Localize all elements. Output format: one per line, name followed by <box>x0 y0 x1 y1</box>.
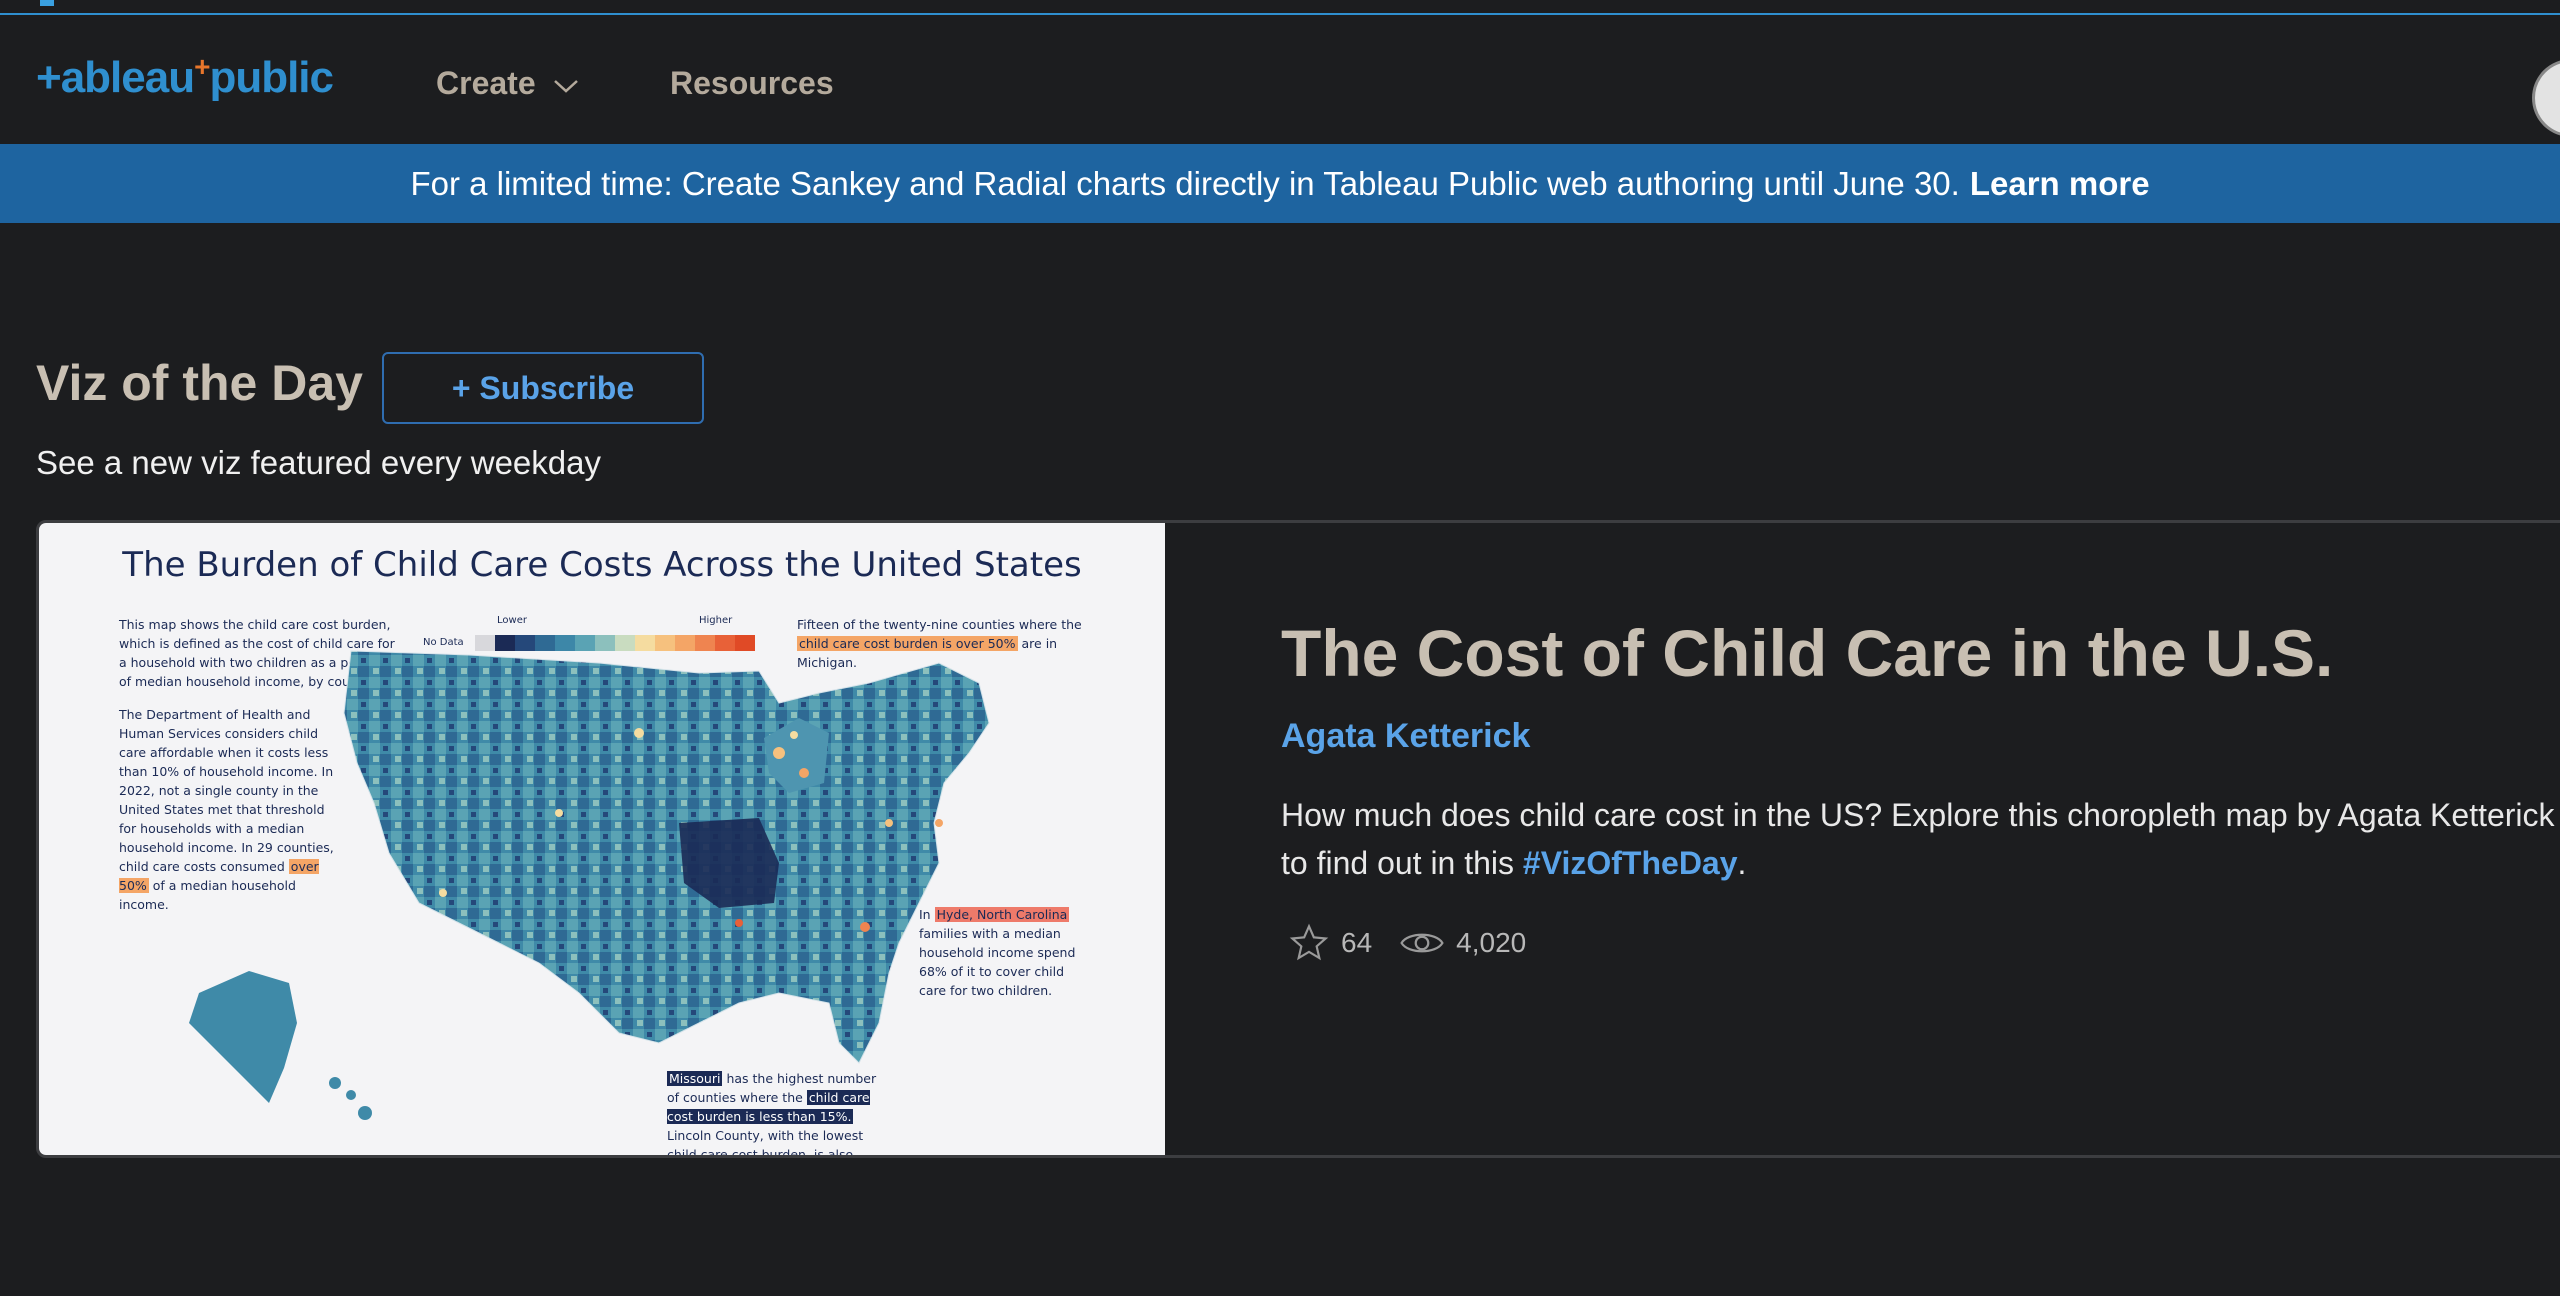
chevron-down-icon <box>553 79 578 93</box>
views-count: 4,020 <box>1456 927 1527 958</box>
star-icon <box>1289 923 1329 961</box>
logo-tail: public <box>209 53 334 102</box>
views-stat: 4,020 <box>1400 927 1526 959</box>
viz-note-hhs-end: of a median household income. <box>119 878 296 912</box>
viz-note-hyde-highlight: Hyde, North Carolina <box>934 907 1070 922</box>
viz-note-michigan-highlight: child care cost burden is over 50% <box>797 636 1018 651</box>
color-legend <box>475 635 755 651</box>
site-header: +ableau+public Create Resources <box>0 15 2560 144</box>
viz-note-hhs-text: The Department of Health and Human Servi… <box>119 707 334 874</box>
viz-note-intro: This map shows the child care cost burde… <box>119 617 395 689</box>
favorites-stat[interactable]: 64 <box>1289 923 1372 963</box>
nav-create-label: Create <box>436 65 536 101</box>
viz-note-missouri-end: Lincoln County, with the lowest child ca… <box>667 1128 864 1155</box>
legend-lower: Lower <box>497 615 527 626</box>
top-accent-dot <box>40 0 54 6</box>
avatar[interactable] <box>2532 59 2560 137</box>
viz-note-missouri-text: has the highest number of counties where… <box>667 1071 877 1105</box>
top-accent-line <box>0 0 2560 15</box>
viz-note-hyde: In Hyde, North Carolina families with a … <box>919 905 1079 1000</box>
viz-thumbnail[interactable]: The Burden of Child Care Costs Across th… <box>39 523 1165 1155</box>
viz-stats: 64 4,020 <box>1289 923 1554 963</box>
nav-create[interactable]: Create <box>436 65 579 102</box>
section-subtitle: See a new viz featured every weekday <box>36 444 601 481</box>
viz-note-hyde-text: In <box>919 907 931 922</box>
tableau-public-logo[interactable]: +ableau+public <box>36 51 336 113</box>
logo-cross-icon: + <box>194 51 210 82</box>
viz-title[interactable]: The Cost of Child Care in the U.S. <box>1281 616 2334 690</box>
viz-note-hyde-end: families with a median household income … <box>919 926 1076 998</box>
legend-higher: Higher <box>699 615 733 626</box>
viz-note-missouri: Missouri has the highest number of count… <box>667 1069 887 1155</box>
viz-hashtag-link[interactable]: #VizOfTheDay <box>1522 845 1738 881</box>
subscribe-button[interactable]: + Subscribe <box>382 352 704 424</box>
viz-note-michigan-text: Fifteen of the twenty-nine counties wher… <box>797 617 1082 632</box>
choropleth-map <box>189 650 990 1120</box>
viz-note-hhs: The Department of Health and Human Servi… <box>119 705 334 914</box>
viz-thumbnail-title: The Burden of Child Care Costs Across th… <box>122 545 1082 585</box>
banner-learn-more-link[interactable]: Learn more <box>1969 164 2150 202</box>
eye-icon <box>1400 933 1444 953</box>
viz-card[interactable]: The Burden of Child Care Costs Across th… <box>36 520 2560 1158</box>
logo-main: +ableau <box>36 53 195 102</box>
banner-text: For a limited time: Create Sankey and Ra… <box>410 164 1960 202</box>
viz-note-missouri-highlight: Missouri <box>667 1071 723 1086</box>
section-title: Viz of the Day <box>36 355 363 411</box>
viz-note-michigan: Fifteen of the twenty-nine counties wher… <box>797 615 1087 672</box>
viz-description-text: How much does child care cost in the US?… <box>1281 797 2555 881</box>
viz-description-end: . <box>1737 845 1747 881</box>
viz-author-link[interactable]: Agata Ketterick <box>1281 717 1531 755</box>
legend-nodata: No Data <box>423 637 464 648</box>
viz-note-michigan-end: are in Michigan. <box>797 636 1058 670</box>
nav-resources[interactable]: Resources <box>670 65 834 101</box>
favorites-count: 64 <box>1341 927 1373 958</box>
viz-description: How much does child care cost in the US?… <box>1281 791 2560 887</box>
promo-banner: For a limited time: Create Sankey and Ra… <box>0 144 2560 223</box>
